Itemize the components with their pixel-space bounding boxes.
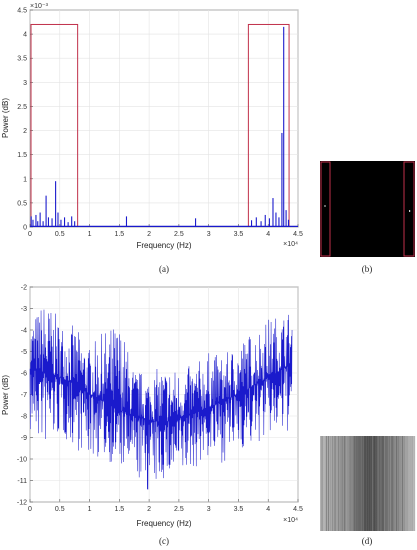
y-tick-label: 2.5 <box>17 104 27 111</box>
x-tick-label: 0.5 <box>55 506 65 513</box>
y-tick-label: 1 <box>23 176 27 183</box>
x-tick-label: 3.5 <box>234 506 244 513</box>
series-c <box>29 309 293 490</box>
x-tick-label: 2 <box>147 231 151 238</box>
panel-b-image <box>320 161 415 257</box>
x-multiplier-c: ×10⁴ <box>283 517 298 524</box>
y-tick-label: 3 <box>23 80 27 87</box>
x-multiplier-a: ×10⁴ <box>283 241 298 248</box>
caption-a: (a) <box>159 264 169 274</box>
y-tick-label: -7 <box>21 392 27 399</box>
y-tick-label: -9 <box>21 435 27 442</box>
y-ticks-a: 0 0.5 1 1.5 2 2.5 3 3.5 4 4.5 <box>17 8 27 232</box>
caption-c: (c) <box>159 536 169 546</box>
y-axis-label-c: Power (dB) <box>1 375 10 415</box>
x-axis-label-a: Frequency (Hz) <box>136 241 191 250</box>
image-d-texture <box>320 436 416 531</box>
plot-area-a <box>29 9 299 228</box>
y-tick-label: -4 <box>21 328 27 335</box>
y-tick-label: -10 <box>17 457 27 464</box>
caption-b: (b) <box>362 264 373 274</box>
image-d <box>320 436 415 531</box>
x-tick-label: 3 <box>207 231 211 238</box>
y-tick-label: 0 <box>23 225 27 232</box>
x-tick-label: 4.5 <box>293 231 303 238</box>
x-tick-label: 3.5 <box>234 231 244 238</box>
x-tick-label: 0 <box>28 506 32 513</box>
y-axis-label-a: Power (dB) <box>1 98 10 138</box>
y-tick-label: 1.5 <box>17 152 27 159</box>
caption-d: (d) <box>362 536 373 546</box>
panel-c: 0 0.5 1 1.5 2 2.5 3 3.5 4 4.5 -2 -3 -4 -5 -6 -7 -8 -9 -10… <box>1 285 303 529</box>
image-b-box-left <box>320 161 331 257</box>
spectrum-trace <box>29 309 293 490</box>
x-tick-label: 4.5 <box>293 506 303 513</box>
panel-d-image <box>320 436 416 531</box>
x-tick-label: 0.5 <box>55 231 65 238</box>
x-tick-label: 4 <box>266 506 270 513</box>
x-tick-label: 0 <box>28 231 32 238</box>
image-b-speck <box>324 205 326 207</box>
y-tick-label: 0.5 <box>17 200 27 207</box>
image-b-box-right <box>403 161 415 257</box>
y-tick-label: -5 <box>21 349 27 356</box>
x-tick-label: 2 <box>147 506 151 513</box>
y-tick-label: -8 <box>21 414 27 421</box>
y-tick-label: 2 <box>23 128 27 135</box>
x-tick-label: 1.5 <box>114 231 124 238</box>
y-tick-label: 3.5 <box>17 56 27 63</box>
y-tick-label: -6 <box>21 371 27 378</box>
y-multiplier-a: ×10⁻³ <box>30 3 49 10</box>
x-tick-label: 3 <box>207 506 211 513</box>
y-tick-label: 4.5 <box>17 8 27 15</box>
x-tick-label: 1.5 <box>114 506 124 513</box>
x-tick-label: 2.5 <box>174 231 184 238</box>
y-tick-label: -3 <box>21 306 27 313</box>
panel-a: 0 0.5 1 1.5 2 2.5 3 3.5 4 4.5 0 0.5 1 1.5 2 2.5 3 3.5 4 4.… <box>1 3 303 250</box>
x-ticks-c: 0 0.5 1 1.5 2 2.5 3 3.5 4 4.5 <box>28 506 303 513</box>
y-ticks-c: -2 -3 -4 -5 -6 -7 -8 -9 -10 -11 -12 <box>17 285 27 507</box>
y-tick-label: -12 <box>17 500 27 507</box>
x-tick-label: 1 <box>88 231 92 238</box>
y-tick-label: 4 <box>23 32 27 39</box>
image-b-speck <box>409 210 411 212</box>
x-tick-label: 4 <box>266 231 270 238</box>
series-a <box>30 26 298 227</box>
x-axis-label-c: Frequency (Hz) <box>136 519 191 528</box>
y-tick-label: -11 <box>17 478 27 485</box>
y-tick-label: -2 <box>21 285 27 292</box>
x-tick-label: 2.5 <box>174 506 184 513</box>
x-ticks-a: 0 0.5 1 1.5 2 2.5 3 3.5 4 4.5 <box>28 231 303 238</box>
x-tick-label: 1 <box>88 506 92 513</box>
image-b <box>320 161 415 257</box>
grid-a <box>29 9 299 228</box>
